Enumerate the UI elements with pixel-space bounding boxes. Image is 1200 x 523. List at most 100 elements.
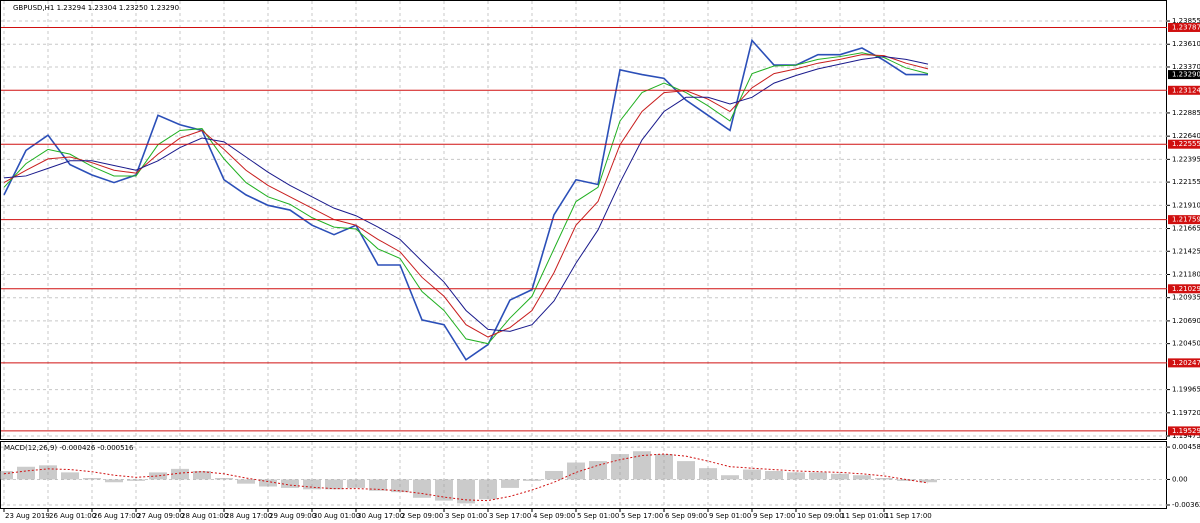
y-tick-label: 1.21180 [1172,270,1200,278]
y-tick-label: 1.20450 [1172,340,1200,348]
macd-bar [699,468,717,480]
series-line [3,56,929,332]
x-tick-label: 9 Sep 01:00 [709,512,751,520]
series-line [3,54,929,338]
price-label: 1.23290 [1172,71,1200,79]
y-tick-label: 1.20935 [1172,294,1200,302]
plot [0,26,1167,504]
y-tick-label: 1.22155 [1172,178,1200,186]
macd-bar [171,468,189,480]
macd-bar [105,479,123,483]
x-tick-label: 3 Sep 17:00 [489,512,531,520]
macd-bar [853,475,871,480]
macd-bar [215,478,233,480]
macd-bar [523,479,541,481]
macd-bar [435,479,453,501]
macd-title: MACD(12,26,9) -0.000426 -0.000516 [4,444,134,452]
level-tag [1168,85,1200,95]
x-tick-label: 4 Sep 09:00 [533,512,575,520]
macd-bar [413,479,431,498]
y-tick-label: 1.22640 [1172,132,1200,140]
macd-bar [281,479,299,488]
x-tick-label: 27 Aug 09:00 [137,512,184,520]
y-tick-label: 1.23370 [1172,63,1200,71]
y-tick-label: 1.19965 [1172,386,1200,394]
x-tick-label: 11 Sep 17:00 [885,512,932,520]
y-tick-label: 1.21665 [1172,225,1200,233]
price-tag [1168,70,1200,80]
macd-bar [655,454,673,480]
x-tick-label: 28 Aug 01:00 [181,512,228,520]
level-tag [1168,22,1200,32]
series-line [3,453,929,502]
macd-bar [325,479,343,490]
level-label: 1.19529 [1172,427,1200,435]
y-tick-label: 1.23610 [1172,40,1200,48]
y-tick-label: 1.19720 [1172,409,1200,417]
x-tick-label: 28 Aug 17:00 [225,512,272,520]
level-tag [1168,284,1200,294]
macd-bar [919,479,937,483]
macd-bar [677,461,695,480]
macd-bar [809,472,827,480]
level-tag [1168,426,1200,436]
x-tick-label: 11 Sep 01:00 [841,512,888,520]
y-tick-label: -0.003622 [1172,501,1200,509]
macd-bar [39,465,57,480]
macd-bar [127,479,145,481]
x-tick-label: 3 Sep 01:00 [445,512,487,520]
y-tick-label: 1.22885 [1172,109,1200,117]
level-label: 1.21759 [1172,216,1200,224]
x-tick-label: 23 Aug 2019 [5,512,50,520]
level-label: 1.23124 [1172,86,1200,94]
macd-bar [721,475,739,480]
level-label: 1.20247 [1172,359,1200,367]
macd-bar [237,479,255,484]
macd-bar [0,470,13,480]
macd-bar [83,478,101,480]
x-tick-label: 5 Sep 01:00 [577,512,619,520]
y-tick-label: 1.19475 [1172,432,1200,440]
level-tag [1168,215,1200,225]
y-tick-label: 0.004589 [1172,443,1200,451]
macd-bar [391,479,409,493]
level-tag [1168,358,1200,368]
macd-bar [633,451,651,480]
y-tick-label: 1.23855 [1172,17,1200,25]
macd-bar [479,479,497,500]
x-tick-label: 9 Sep 17:00 [753,512,795,520]
macd-bar [149,472,167,480]
x-tick-label: 29 Aug 09:00 [269,512,316,520]
macd-bar [765,470,783,480]
macd-bar [589,461,607,480]
x-tick-label: 10 Sep 09:00 [797,512,844,520]
macd-bar [831,473,849,480]
y-tick-label: 1.21425 [1172,247,1200,255]
y-tick-label: 1.21910 [1172,201,1200,209]
level-tag [1168,139,1200,149]
x-tick-label: 26 Aug 17:00 [93,512,140,520]
macd-bar [17,466,35,480]
macd-bar [743,469,761,480]
grid [1,1,1167,508]
macd-bar [545,470,563,480]
macd-bar [897,479,915,481]
x-tick-label: 26 Aug 01:00 [49,512,96,520]
x-tick-label: 6 Sep 09:00 [665,512,707,520]
y-tick-label: 0.00 [1172,475,1188,483]
y-tick-label: 1.20690 [1172,317,1200,325]
level-label: 1.22555 [1172,140,1200,148]
macd-bar [611,454,629,480]
level-label: 1.21029 [1172,285,1200,293]
x-tick-label: 5 Sep 17:00 [621,512,663,520]
macd-bar [501,479,519,488]
x-tick-label: 30 Aug 17:00 [357,512,404,520]
macd-bar [567,462,585,480]
series-line [3,38,928,361]
x-tick-label: 30 Aug 01:00 [313,512,360,520]
level-label: 1.23787 [1172,23,1200,31]
axis: 1.23855 1.23610 1.23370 1.22885 1.22640 1.223… [3,17,1200,520]
macd-bar [875,478,893,480]
macd-bar [369,479,387,491]
